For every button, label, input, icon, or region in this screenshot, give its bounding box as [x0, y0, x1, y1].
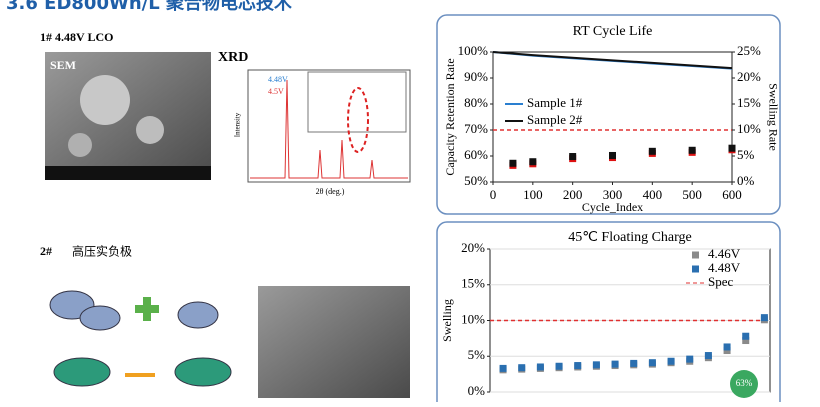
y-tick-label: 70% — [464, 121, 488, 136]
particle — [68, 133, 92, 157]
y2-tick-label: 20% — [737, 69, 761, 84]
chart-title: RT Cycle Life — [573, 24, 653, 39]
sem-bar — [45, 166, 211, 180]
legend-label: Sample 2# — [527, 112, 583, 127]
panel — [436, 14, 781, 215]
y2-tick-label: 0% — [737, 173, 755, 188]
marker — [529, 158, 537, 166]
y2-tick-label: 10% — [737, 121, 761, 136]
marker — [499, 364, 507, 372]
x-axis-label: Cycle_Index — [582, 200, 643, 214]
composite — [174, 357, 232, 387]
xrd-axis-label: Intensity — [234, 112, 242, 137]
y-tick-label: 0% — [468, 383, 486, 398]
legend-label: Sample 1# — [527, 95, 583, 110]
legend-label: 4.46V — [708, 246, 741, 261]
y-tick-label: 80% — [464, 95, 488, 110]
item-label: 高压实负极 — [72, 244, 132, 259]
marker — [760, 314, 768, 322]
y-tick-label: 20% — [461, 240, 485, 255]
marker — [611, 360, 619, 368]
widget-text: 63% — [736, 378, 753, 388]
marker — [742, 337, 750, 345]
x-tick-label: 500 — [682, 187, 702, 202]
x-tick-label: 100 — [523, 187, 543, 202]
marker — [574, 362, 582, 370]
marker — [555, 362, 563, 370]
chart-title: 45℃ Floating Charge — [568, 230, 692, 245]
composite — [53, 357, 111, 387]
xrd-axis-label: 2θ (deg.) — [316, 187, 345, 196]
xrd-legend: 4.48V — [268, 75, 288, 84]
marker — [667, 357, 675, 365]
marker — [536, 363, 544, 371]
marker — [592, 361, 600, 369]
y2-tick-label: 5% — [737, 147, 755, 162]
legend-label: 4.48V — [708, 260, 741, 275]
marker — [742, 332, 750, 340]
marker — [686, 355, 694, 363]
marker — [688, 146, 696, 154]
item-label: 2# — [40, 244, 52, 258]
line — [492, 51, 733, 70]
y-tick-label: 100% — [458, 43, 489, 58]
x-tick-label: 300 — [603, 187, 623, 202]
particle — [136, 116, 164, 144]
marker — [723, 343, 731, 351]
graphite — [79, 305, 121, 331]
particle — [80, 75, 130, 125]
sem-label: SEM — [50, 58, 76, 72]
x-tick-label: 0 — [490, 187, 497, 202]
marker — [518, 364, 526, 372]
y-axis-label: Swelling — [440, 299, 454, 342]
x-tick-label: 400 — [643, 187, 663, 202]
marker — [728, 144, 736, 152]
graphite — [177, 301, 219, 329]
sem-image-2 — [258, 286, 410, 398]
y-tick-label: 50% — [464, 173, 488, 188]
marker — [630, 359, 638, 367]
y-tick-label: 90% — [464, 69, 488, 84]
marker — [569, 153, 577, 161]
marker — [648, 147, 656, 155]
y-tick-label: 60% — [464, 147, 488, 162]
marker — [509, 159, 517, 167]
plus — [135, 297, 159, 321]
y-tick-label: 5% — [468, 347, 486, 362]
xrd-trace — [250, 79, 408, 179]
x-tick-label: 200 — [563, 187, 583, 202]
xrd-label: XRD — [218, 50, 248, 65]
marker — [723, 347, 731, 355]
marker — [648, 359, 656, 367]
marker — [704, 352, 712, 360]
item-label: 1# 4.48V LCO — [40, 30, 113, 44]
xrd-inset — [307, 71, 407, 133]
y2-tick-label: 15% — [737, 95, 761, 110]
y2-axis-label: Swelling Rate — [766, 83, 780, 151]
slide-title: 3.6 ED800Wh/L 聚合物电芯技术 — [6, 0, 292, 14]
marker — [609, 151, 616, 159]
y-tick-label: 10% — [461, 311, 485, 326]
legend-swatch — [692, 265, 699, 273]
xrd-legend: 4.5V — [268, 87, 284, 96]
y-tick-label: 15% — [461, 276, 485, 291]
highlight — [347, 87, 369, 153]
sem-image — [45, 52, 211, 180]
widget — [730, 370, 758, 398]
x-tick-label: 600 — [722, 187, 742, 202]
legend-swatch — [692, 251, 699, 259]
y-axis-label: Capacity Retention Rate — [443, 58, 457, 175]
legend-label: Spec — [708, 274, 734, 289]
y2-tick-label: 25% — [737, 43, 761, 58]
